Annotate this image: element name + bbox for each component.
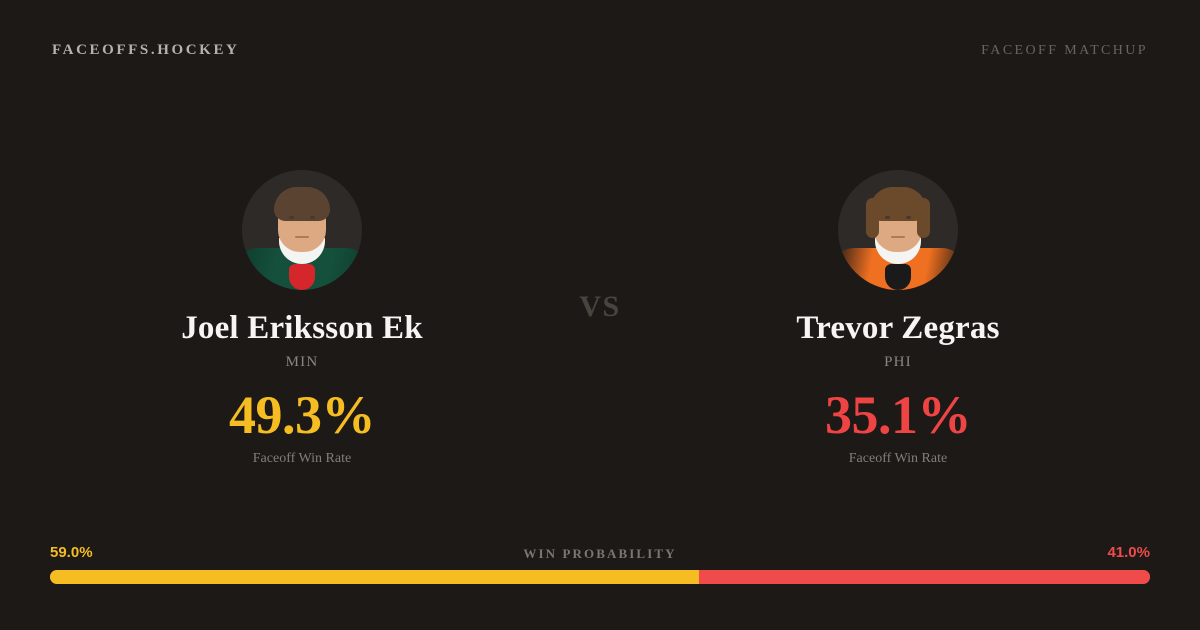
win-probability-title: WIN PROBABILITY [523, 546, 677, 561]
win-probability-bar-left [50, 570, 699, 584]
win-probability-left-value: 59.0% [50, 544, 93, 561]
eye-left-2 [310, 216, 315, 219]
eye-right-1 [885, 216, 890, 219]
eye-left-1 [289, 216, 294, 219]
player-stat-label-left: Faceoff Win Rate [252, 451, 352, 467]
portrait-right [838, 170, 958, 290]
header-tag: FACEOFF MATCHUP [981, 43, 1148, 58]
hair-right [870, 187, 926, 221]
player-faceoff-pct-right: 35.1% [825, 385, 972, 446]
player-card-right: Trevor Zegras PHI 35.1% Faceoff Win Rate [688, 150, 1108, 467]
vs-divider: VS [579, 290, 621, 323]
player-team-left: MIN [285, 354, 319, 371]
hair-left [274, 187, 330, 221]
eye-right-2 [906, 216, 911, 219]
team-crest-left [289, 264, 315, 290]
player-avatar-left [242, 170, 362, 290]
win-probability-right-value: 41.0% [1107, 544, 1150, 561]
win-probability-labels: 59.0% WIN PROBABILITY 41.0% [50, 544, 1150, 564]
team-crest-right [885, 264, 911, 290]
site-brand: FACEOFFS.HOCKEY [52, 42, 240, 58]
matchup-section: Joel Eriksson Ek MIN 49.3% Faceoff Win R… [0, 150, 1200, 470]
player-faceoff-pct-left: 49.3% [229, 385, 376, 446]
win-probability-bar-right [699, 570, 1150, 584]
win-probability-bar [50, 570, 1150, 584]
player-card-left: Joel Eriksson Ek MIN 49.3% Faceoff Win R… [92, 150, 512, 467]
mouth-left [295, 236, 309, 238]
mouth-right [891, 236, 905, 238]
portrait-left [242, 170, 362, 290]
player-team-right: PHI [884, 354, 912, 371]
player-stat-label-right: Faceoff Win Rate [848, 451, 948, 467]
player-name-left: Joel Eriksson Ek [181, 310, 423, 346]
player-name-right: Trevor Zegras [796, 310, 1000, 346]
player-avatar-right [838, 170, 958, 290]
